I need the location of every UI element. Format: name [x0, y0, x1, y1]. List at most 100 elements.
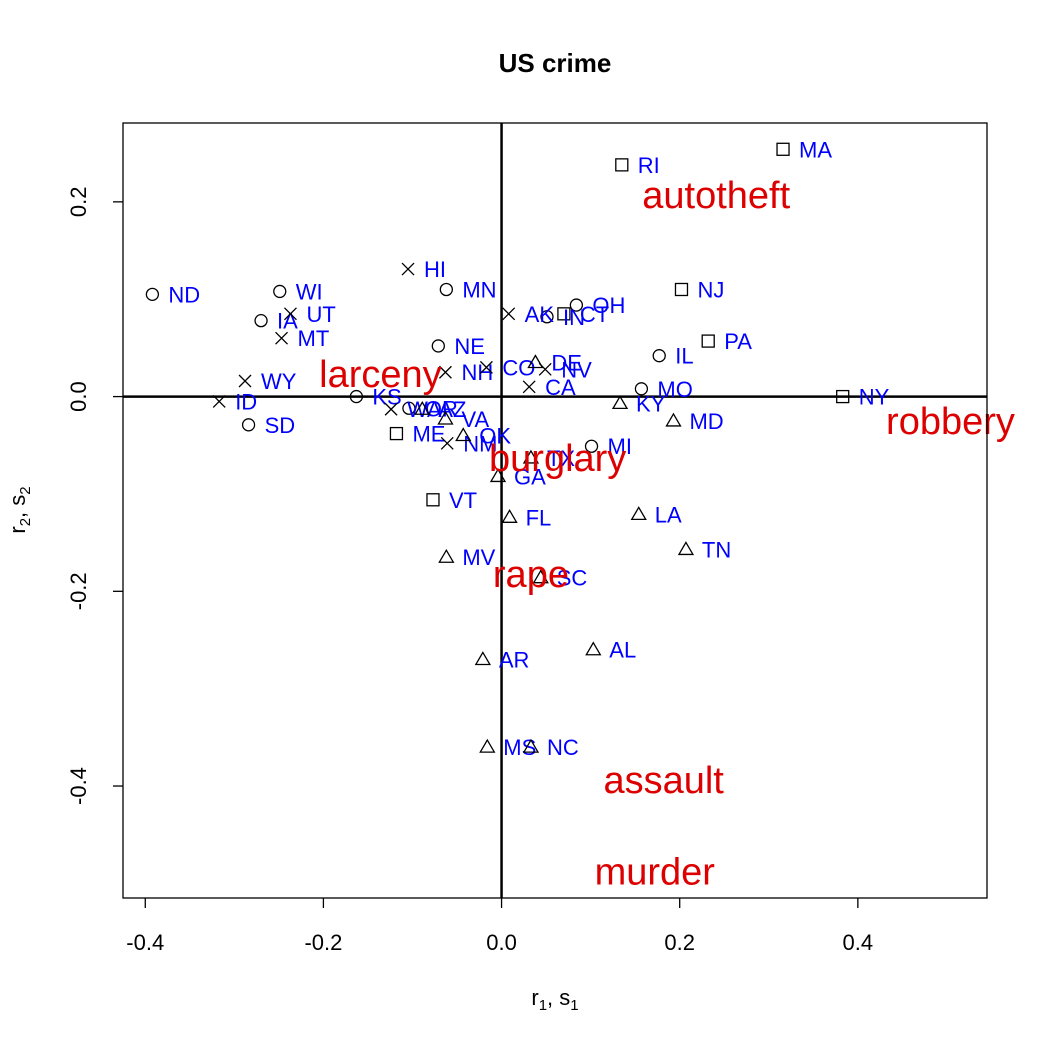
point-label-mo: MO	[657, 377, 692, 402]
point-marker-square	[674, 282, 689, 297]
point-marker-triangle	[455, 427, 472, 442]
x-tick-label: 0.0	[486, 930, 517, 955]
point-marker-circle	[145, 287, 160, 302]
point-marker-circle	[439, 282, 453, 297]
point-label-ms: MS	[503, 735, 536, 760]
point-marker-triangle	[532, 569, 549, 584]
point-marker-cross	[238, 374, 252, 388]
point-marker-square	[557, 307, 571, 321]
point-label-la: LA	[655, 502, 682, 527]
point-label-ga: GA	[514, 464, 546, 489]
point-marker-triangle	[585, 641, 602, 656]
y-axis-label-sep: , s	[5, 495, 30, 518]
point-label-vt: VT	[449, 488, 477, 513]
x-axis-label: r1, s1	[531, 985, 578, 1014]
point-label-tn: TN	[702, 537, 731, 562]
point-label-de: DE	[551, 351, 582, 376]
point-marker-circle	[584, 439, 599, 453]
point-label-md: MD	[689, 409, 723, 434]
y-tick-label: -0.2	[66, 572, 91, 610]
point-label-nh: NH	[461, 360, 493, 385]
point-marker-triangle	[414, 400, 431, 415]
point-label-me: ME	[412, 422, 445, 447]
point-label-ne: NE	[454, 334, 485, 359]
y-axis-label: r2, s2	[5, 486, 34, 533]
x-tick-label: 0.2	[664, 930, 695, 955]
chart-title: US crime	[499, 48, 612, 78]
point-label-mt: MT	[298, 326, 330, 351]
point-label-sd: SD	[265, 413, 296, 438]
point-marker-circle	[241, 418, 256, 432]
point-label-oh: OH	[592, 293, 625, 318]
x-tick-label: -0.4	[126, 930, 164, 955]
point-marker-square	[776, 142, 790, 156]
variable-label-larceny: larceny	[319, 354, 442, 396]
point-label-il: IL	[675, 344, 693, 369]
y-axis-label-main: r	[5, 526, 30, 533]
point-label-mn: MN	[462, 277, 496, 302]
point-label-ia: IA	[277, 309, 298, 334]
point-marker-cross	[479, 360, 493, 374]
y-tick-label: 0.0	[66, 381, 91, 412]
point-label-al: AL	[609, 638, 636, 663]
point-marker-cross	[384, 402, 398, 416]
point-label-ny: NY	[859, 385, 890, 410]
point-label-id: ID	[235, 389, 257, 414]
point-label-hi: HI	[424, 257, 446, 282]
point-label-pa: PA	[724, 329, 752, 354]
point-marker-square	[389, 426, 404, 441]
point-marker-triangle	[522, 449, 540, 464]
point-label-mi: MI	[608, 434, 632, 459]
point-marker-triangle	[489, 468, 507, 483]
point-label-ok: OK	[479, 424, 511, 449]
x-axis-label-main: r	[531, 985, 538, 1010]
point-label-ri: RI	[638, 153, 660, 178]
x-tick-label: 0.4	[843, 930, 874, 955]
point-marker-circle	[540, 310, 554, 324]
point-marker-triangle	[611, 395, 629, 410]
point-label-nm: NM	[463, 431, 497, 456]
point-label-sc: SC	[557, 566, 588, 591]
point-label-or: OR	[425, 396, 458, 421]
point-marker-circle	[254, 313, 268, 328]
variable-label-autotheft: autotheft	[642, 175, 790, 217]
point-label-in: IN	[563, 305, 585, 330]
point-marker-triangle	[474, 651, 491, 666]
x-axis-label-sub2: 1	[570, 997, 578, 1014]
point-marker-cross	[438, 365, 452, 379]
point-marker-cross	[283, 307, 297, 321]
point-marker-circle	[273, 284, 287, 299]
y-axis-label-sub1: 2	[17, 518, 34, 526]
point-label-nd: ND	[168, 282, 200, 307]
point-label-mv: MV	[462, 545, 495, 570]
y-tick-label: -0.4	[66, 767, 91, 805]
point-marker-triangle	[522, 738, 540, 753]
point-marker-circle	[652, 349, 666, 363]
point-label-az: AZ	[438, 397, 466, 422]
variable-label-assault: assault	[603, 760, 724, 802]
variable-label-rape: rape	[493, 554, 569, 596]
point-marker-cross	[502, 307, 516, 321]
plot-frame	[122, 122, 988, 899]
y-axis-label-sub2: 2	[17, 486, 34, 494]
point-label-va: VA	[461, 407, 489, 432]
point-marker-cross	[401, 262, 415, 276]
y-tick-label: 0.2	[66, 187, 91, 218]
point-label-ut: UT	[306, 302, 335, 327]
point-label-ar: AR	[499, 647, 530, 672]
point-label-ky: KY	[636, 391, 666, 416]
point-label-nc: NC	[547, 735, 579, 760]
point-label-nv: NV	[561, 357, 592, 382]
point-marker-triangle	[677, 541, 695, 556]
variable-label-robbery: robbery	[886, 401, 1015, 443]
point-marker-circle	[634, 382, 649, 396]
point-label-ma: MA	[799, 137, 832, 162]
point-label-tx: TX	[547, 446, 575, 471]
x-axis-label-sep: , s	[547, 985, 570, 1010]
point-marker-cross	[275, 331, 289, 345]
point-marker-square	[701, 334, 715, 348]
point-marker-square	[426, 493, 440, 507]
point-marker-triangle	[437, 410, 454, 425]
